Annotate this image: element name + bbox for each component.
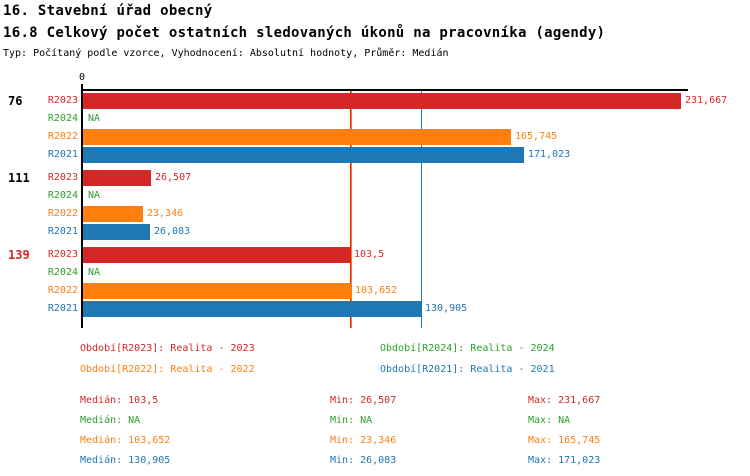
bar-r2023 [83,93,681,109]
row-label-r2024: R2024 [47,113,78,124]
legend-item-r2021: Období[R2021]: Realita - 2021 [380,364,555,375]
stat-max-r2024: Max: NA [528,415,571,426]
bar-value-label: 231,667 [685,95,728,106]
x-axis-line [81,89,688,91]
bar-value-label: 103,652 [355,285,398,296]
y-axis-line [81,84,83,328]
row-label-r2021: R2021 [47,149,78,160]
x-axis-zero-label: 0 [78,72,86,83]
legend-item-r2024: Období[R2024]: Realita - 2024 [380,343,555,354]
stat-min-r2022: Min: 23,346 [330,435,397,446]
stat-median-r2021: Medián: 130,905 [80,455,171,466]
median-line-r2021 [421,91,422,328]
bar-r2022 [83,129,511,145]
group-id-label: 76 [8,94,23,108]
group-id-label: 111 [8,171,30,185]
median-line-r2022 [351,91,352,328]
bar-value-label: 26,507 [155,172,192,183]
bar-r2022 [83,283,351,299]
bar-na-label: NA [88,267,101,278]
row-label-r2022: R2022 [47,208,78,219]
row-label-r2024: R2024 [47,267,78,278]
stat-max-r2021: Max: 171,023 [528,455,601,466]
row-label-r2023: R2023 [47,249,78,260]
bar-na-label: NA [88,190,101,201]
group-id-label: 139 [8,248,30,262]
bar-r2023 [83,247,350,263]
bar-r2021 [83,224,150,240]
bar-value-label: 26,083 [154,226,191,237]
legend-item-r2023: Období[R2023]: Realita - 2023 [80,343,255,354]
bar-r2021 [83,301,421,317]
row-label-r2022: R2022 [47,285,78,296]
legend-item-r2022: Období[R2022]: Realita - 2022 [80,364,255,375]
row-label-r2024: R2024 [47,190,78,201]
bar-r2022 [83,206,143,222]
median-line-r2023 [350,91,351,328]
bar-value-label: 171,023 [528,149,571,160]
chart-title: 16.8 Celkový počet ostatních sledovaných… [3,25,606,41]
stat-min-r2023: Min: 26,507 [330,395,397,406]
stat-median-r2023: Medián: 103,5 [80,395,159,406]
stat-max-r2023: Max: 231,667 [528,395,601,406]
chart-subtitle: Typ: Počítaný podle vzorce, Vyhodnocení:… [3,48,449,59]
bar-r2023 [83,170,151,186]
row-label-r2023: R2023 [47,172,78,183]
row-label-r2021: R2021 [47,303,78,314]
row-label-r2021: R2021 [47,226,78,237]
bar-value-label: 130,905 [425,303,468,314]
bar-r2021 [83,147,524,163]
bar-value-label: 23,346 [147,208,184,219]
row-label-r2022: R2022 [47,131,78,142]
stat-min-r2021: Min: 26,083 [330,455,397,466]
stat-min-r2024: Min: NA [330,415,373,426]
stat-max-r2022: Max: 165,745 [528,435,601,446]
row-label-r2023: R2023 [47,95,78,106]
bar-value-label: 165,745 [515,131,558,142]
bar-value-label: 103,5 [354,249,385,260]
stat-median-r2024: Medián: NA [80,415,141,426]
page-title: 16. Stavební úřad obecný [3,3,213,19]
bar-na-label: NA [88,113,101,124]
stat-median-r2022: Medián: 103,652 [80,435,171,446]
